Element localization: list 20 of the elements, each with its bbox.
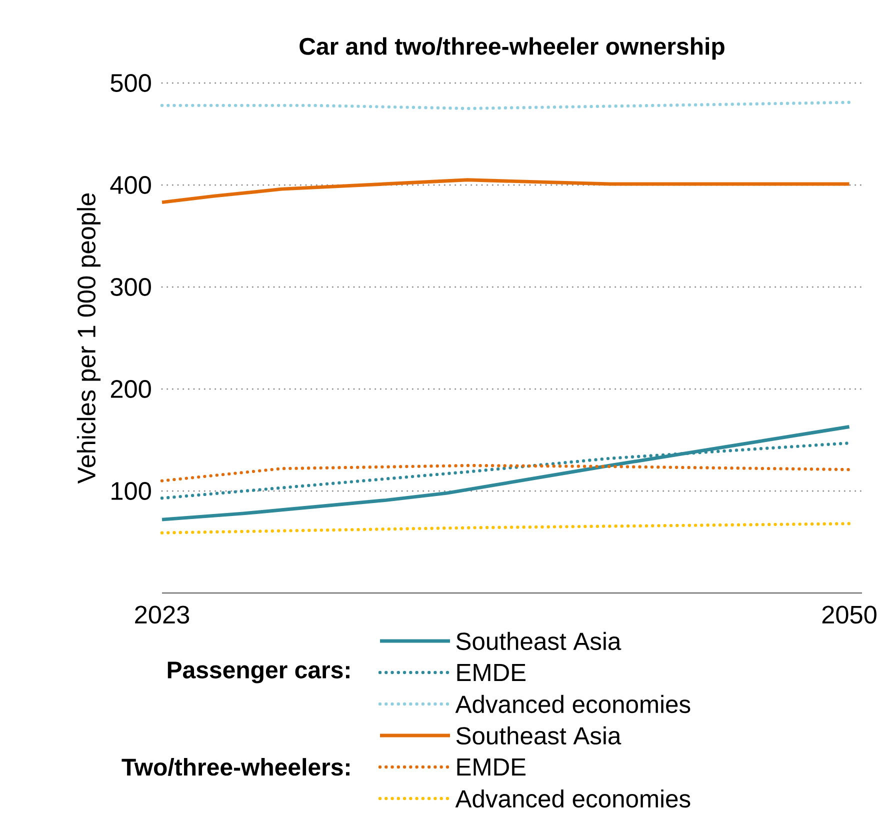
- legend-label: EMDE: [457, 758, 526, 776]
- legend-label: Southeast Asia: [456, 726, 622, 745]
- legend-label: EMDE: [457, 664, 526, 681]
- line-series: [160, 464, 851, 482]
- y-tick-label: 300: [110, 278, 151, 296]
- y-tick-label: 200: [110, 380, 151, 398]
- x-tick-label: 2050: [822, 606, 876, 624]
- text: Two/three-wheelers:: [122, 758, 350, 776]
- chart-title: Car and two/three-wheeler ownership: [300, 37, 724, 60]
- line-series: [160, 425, 852, 522]
- legend-label: Advanced economies: [455, 789, 690, 808]
- text: Passenger cars:: [168, 662, 350, 684]
- y-tick-label: 500: [110, 74, 151, 92]
- y-axis-title: Vehicles per 1 000 people: [76, 193, 101, 484]
- y-tick-label: 100: [112, 482, 151, 500]
- y-tick-label: 400: [110, 176, 151, 194]
- line-series: [160, 178, 852, 204]
- legend-label: Advanced economies: [455, 694, 690, 714]
- legend-label: Southeast Asia: [456, 632, 622, 650]
- x-tick-label: 2023: [135, 606, 190, 624]
